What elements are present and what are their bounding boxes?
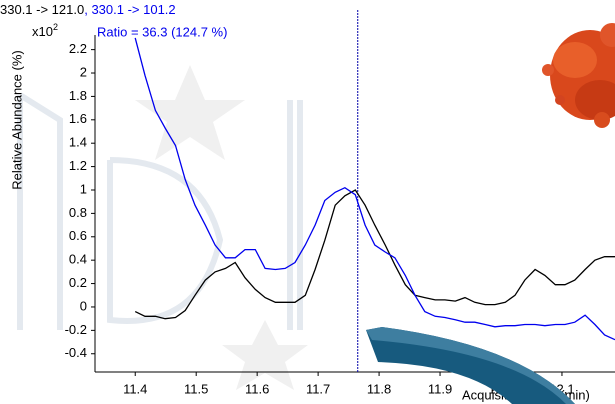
overlay-arc (366, 327, 575, 404)
y-tick-label: -0.4 (65, 345, 87, 360)
y-axis-label: Relative Abundance (%) (9, 50, 24, 189)
y-tick-label: 2 (80, 64, 87, 79)
y-tick-label: 2.2 (69, 41, 87, 56)
watermark (17, 65, 308, 390)
x-tick-label: 11.9 (428, 381, 452, 396)
series-line (134, 37, 615, 341)
y-tick-label: -0.2 (65, 322, 87, 337)
powder-image (542, 23, 615, 128)
y-tick-label: 1 (80, 181, 87, 196)
y-tick-label: 1.8 (69, 88, 87, 103)
y-tick-label: 1.4 (69, 135, 87, 150)
series-line (134, 189, 615, 320)
y-tick-label: 0.6 (69, 228, 87, 243)
title-part: 330.1 -> 121.0 (0, 2, 84, 17)
y-tick-label: 0.4 (69, 252, 87, 267)
y-tick-label: 0.2 (69, 275, 87, 290)
y-tick-label: 1.6 (69, 111, 87, 126)
title-part: , 330.1 -> 101.2 (84, 2, 175, 17)
y-tick-label: 0 (80, 298, 87, 313)
x-tick-label: 11.8 (367, 381, 391, 396)
y-tick-label: 0.8 (69, 205, 87, 220)
x-tick-label: 11.4 (123, 381, 147, 396)
x-tick-label: 11.6 (245, 381, 269, 396)
scale-base: x10 (32, 24, 53, 39)
x-tick-label: 11.7 (306, 381, 330, 396)
chart-title: 330.1 -> 121.0, 330.1 -> 101.2 (0, 2, 176, 17)
ratio-annotation: Ratio = 36.3 (124.7 %) (97, 24, 227, 39)
y-tick-label: 1.2 (69, 158, 87, 173)
x-tick-label: 11.5 (184, 381, 208, 396)
scale-exponent: 2 (53, 22, 58, 32)
scale-label: x102 (32, 22, 58, 39)
